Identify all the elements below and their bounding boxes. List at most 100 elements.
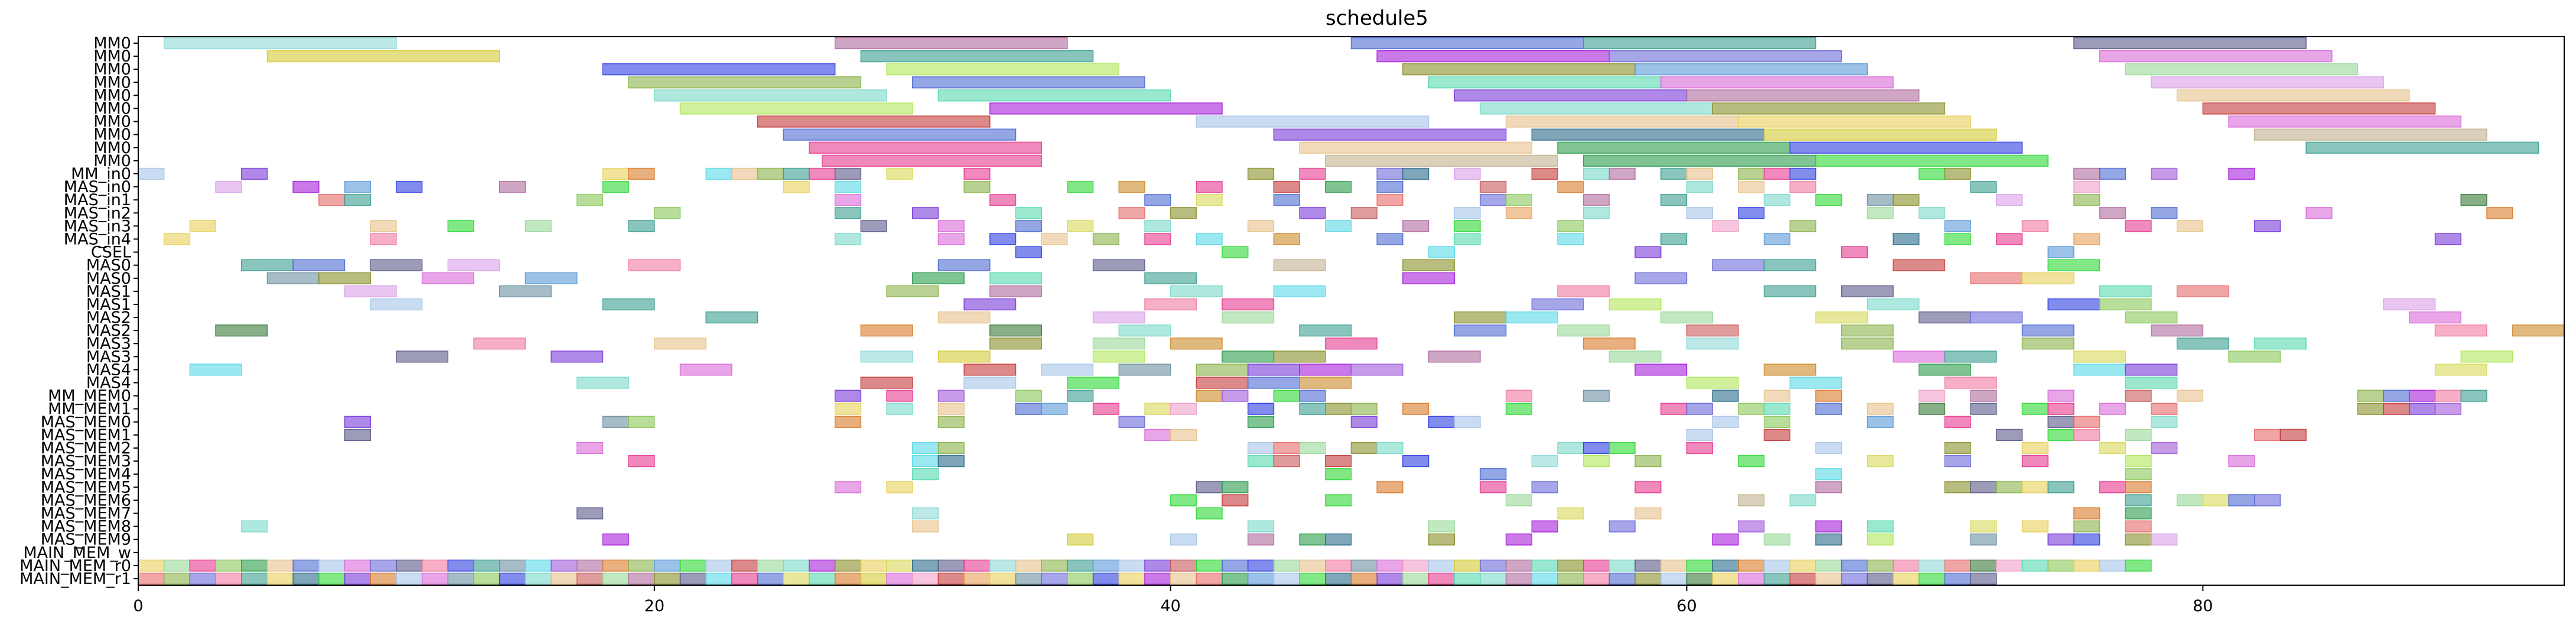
task-bar	[1944, 559, 1971, 572]
task-bar	[266, 50, 500, 63]
task-bar	[1325, 154, 1558, 167]
task-bar	[1918, 311, 1971, 324]
task-bar	[2073, 351, 2126, 363]
task-bar	[2151, 167, 2178, 180]
task-bar	[138, 559, 165, 572]
task-bar	[421, 272, 474, 284]
task-bar	[2073, 559, 2100, 572]
task-bar	[834, 233, 862, 245]
task-bar	[886, 559, 913, 572]
task-bar	[628, 572, 655, 585]
task-bar	[1299, 207, 1326, 219]
task-bar	[1505, 494, 1533, 507]
task-bar	[1970, 572, 1997, 585]
task-bar	[602, 63, 836, 76]
y-tick-label: MAS_MEM5	[41, 478, 131, 497]
task-bar	[1634, 572, 1662, 585]
y-tick-label: MAS_in0	[64, 178, 131, 196]
task-bar	[1170, 559, 1197, 572]
task-bar	[1222, 298, 1275, 311]
task-bar	[1325, 572, 1352, 585]
task-bar	[989, 272, 1042, 284]
task-bar	[1686, 429, 1713, 442]
task-bar	[1686, 572, 1713, 585]
task-bar	[834, 207, 862, 219]
task-bar	[1170, 429, 1197, 442]
task-bar	[602, 167, 629, 180]
task-bar	[2460, 194, 2487, 206]
task-bar	[2021, 559, 2049, 572]
task-bar	[2151, 416, 2178, 428]
task-bar	[860, 559, 887, 572]
task-bar	[2021, 325, 2075, 337]
y-tick-label: MM_in0	[71, 165, 131, 183]
task-bar	[2357, 390, 2384, 402]
task-bar	[1350, 416, 1377, 428]
task-bar	[1041, 364, 1094, 376]
task-bar	[2021, 220, 2049, 232]
task-bar	[602, 180, 629, 193]
task-bar	[1815, 154, 2049, 167]
task-bar	[1247, 167, 1275, 180]
y-tick-label: MAS2	[86, 322, 131, 340]
task-bar	[1660, 311, 1713, 324]
task-bar	[1686, 89, 1920, 102]
task-bar	[783, 559, 810, 572]
task-bar	[473, 338, 526, 350]
task-bar	[2073, 507, 2100, 520]
task-bar	[1376, 180, 1403, 193]
task-bar	[2125, 533, 2152, 546]
y-tick-label: MAS2	[86, 309, 131, 327]
task-bar	[989, 572, 1017, 585]
task-bar	[163, 233, 191, 245]
task-bar	[2305, 141, 2539, 154]
task-bar	[1815, 520, 1842, 533]
task-bar	[551, 559, 578, 572]
y-tick-label: MAS3	[86, 335, 131, 353]
task-bar	[1531, 481, 1558, 494]
task-bar	[989, 102, 1223, 115]
task-bar	[421, 572, 449, 585]
task-bar	[1247, 442, 1275, 455]
task-bar	[2383, 298, 2436, 311]
task-bar	[499, 572, 526, 585]
task-bar	[1505, 572, 1533, 585]
task-bar	[1970, 403, 1997, 415]
task-bar	[886, 390, 913, 402]
task-bar	[1557, 507, 1584, 520]
task-bar	[937, 455, 965, 468]
x-tick-label: 60	[1676, 597, 1696, 615]
task-bar	[266, 272, 320, 284]
task-bar	[1092, 338, 1145, 350]
task-bar	[2047, 533, 2075, 546]
task-bar	[1092, 259, 1145, 271]
task-bar	[628, 167, 655, 180]
task-bar	[2228, 351, 2281, 363]
y-tick-label: MM0	[93, 47, 131, 66]
task-bar	[1996, 194, 2023, 206]
y-tick-label: MM0	[93, 113, 131, 131]
task-bar	[525, 272, 578, 284]
task-bar	[783, 180, 810, 193]
task-bar	[1763, 403, 1791, 415]
task-bar	[1582, 338, 1636, 350]
task-bar	[1350, 364, 1403, 376]
task-bar	[1867, 559, 1894, 572]
task-bar	[1970, 180, 1997, 193]
task-bar	[396, 572, 423, 585]
task-bar	[705, 559, 732, 572]
task-bar	[1067, 572, 1094, 585]
task-bar	[1454, 167, 1481, 180]
task-bar	[2125, 63, 2359, 76]
task-bar	[1763, 194, 1791, 206]
task-bar	[1067, 533, 1094, 546]
task-bar	[2202, 494, 2229, 507]
task-bar	[2073, 194, 2100, 206]
y-tick-label: MAS1	[86, 296, 131, 314]
task-bar	[1608, 167, 1636, 180]
task-bar	[1247, 220, 1275, 232]
task-bar	[1841, 285, 1894, 297]
task-bar	[1918, 403, 1946, 415]
task-bar	[1247, 572, 1275, 585]
task-bar	[1763, 364, 1816, 376]
